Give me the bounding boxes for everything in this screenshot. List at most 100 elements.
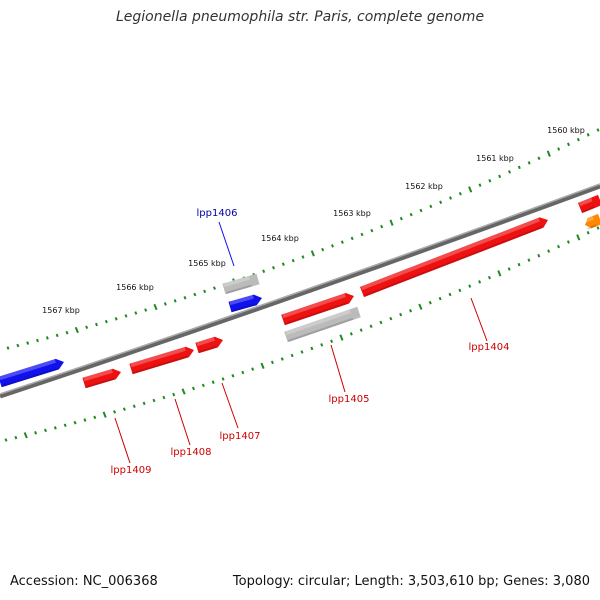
accession-label: Accession: NC_006368 xyxy=(10,574,158,589)
minor-tick xyxy=(213,286,216,290)
minor-tick xyxy=(211,380,215,384)
major-tick xyxy=(389,219,394,226)
minor-tick xyxy=(65,330,69,335)
minor-tick xyxy=(300,350,304,354)
genome-backbone xyxy=(0,183,600,399)
major-tick xyxy=(260,362,265,369)
gene-label-lpp1406: lpp1406 xyxy=(197,208,238,219)
minor-tick xyxy=(53,426,57,430)
minor-tick xyxy=(498,174,502,179)
gene-label-lpp1408: lpp1408 xyxy=(171,447,212,458)
leader-line xyxy=(218,221,235,267)
minor-tick xyxy=(487,275,491,280)
minor-tick xyxy=(114,317,118,321)
minor-tick xyxy=(380,224,384,229)
minor-tick xyxy=(95,322,98,327)
minor-tick xyxy=(596,128,600,132)
minor-tick xyxy=(16,343,20,348)
minor-tick xyxy=(163,302,167,306)
minor-tick xyxy=(34,431,38,435)
minor-tick xyxy=(73,420,77,425)
minor-tick xyxy=(262,269,266,273)
minor-tick xyxy=(201,383,205,388)
major-tick xyxy=(181,388,186,395)
minor-tick xyxy=(547,249,551,253)
minor-tick xyxy=(557,147,561,151)
minor-tick xyxy=(134,311,138,315)
gene-pseudo-upper xyxy=(222,273,260,295)
gene-reverse-left xyxy=(0,358,64,388)
gene-forward-feature xyxy=(281,293,354,326)
minor-tick xyxy=(557,244,561,249)
scale-label: 1566 kbp xyxy=(116,283,154,292)
leader-line xyxy=(221,382,239,429)
minor-tick xyxy=(488,178,492,183)
minor-tick xyxy=(360,232,364,237)
gene-lpp1406 xyxy=(228,294,262,313)
minor-tick xyxy=(517,262,521,267)
minor-tick xyxy=(340,240,344,244)
minor-tick xyxy=(26,341,30,345)
minor-tick xyxy=(517,165,521,170)
minor-tick xyxy=(478,183,482,187)
scale-labels: 1560 kbp 1561 kbp 1562 kbp 1563 kbp 1564 kbp… xyxy=(42,126,585,315)
minor-tick xyxy=(320,343,324,347)
minor-tick xyxy=(409,308,413,313)
major-tick xyxy=(497,270,502,277)
leader-line xyxy=(174,398,191,446)
genome-title: Legionella pneumophila str. Paris, compl… xyxy=(115,9,485,25)
minor-tick xyxy=(4,438,8,442)
minor-tick xyxy=(290,353,294,358)
gene-lpp1405 xyxy=(284,306,361,343)
major-tick xyxy=(74,326,79,334)
scale-label: 1561 kbp xyxy=(476,154,514,163)
minor-tick xyxy=(14,435,18,440)
minor-tick xyxy=(429,204,433,209)
minor-tick xyxy=(122,407,126,411)
minor-tick xyxy=(321,247,325,252)
minor-tick xyxy=(251,367,255,371)
minor-tick xyxy=(439,200,443,204)
major-tick xyxy=(468,186,473,193)
minor-tick xyxy=(281,262,285,266)
minor-tick xyxy=(379,320,383,325)
genome-summary: Topology: circular; Length: 3,503,610 bp… xyxy=(232,574,590,589)
scale-label: 1565 kbp xyxy=(188,259,226,268)
outer-scale-ticks xyxy=(6,128,600,350)
inner-scale-ticks xyxy=(4,226,600,442)
minor-tick xyxy=(458,191,462,196)
minor-tick xyxy=(104,319,108,324)
minor-tick xyxy=(537,253,541,258)
major-tick xyxy=(576,234,581,241)
leader-line xyxy=(330,344,346,393)
minor-tick xyxy=(576,137,580,142)
minor-tick xyxy=(113,410,117,414)
minor-tick xyxy=(596,226,600,230)
minor-tick xyxy=(124,314,128,318)
gene-lpp1409 xyxy=(82,368,121,389)
minor-tick xyxy=(162,395,166,400)
minor-tick xyxy=(36,338,39,343)
minor-tick xyxy=(270,360,274,365)
genome-backbone-highlight xyxy=(0,183,600,395)
major-tick xyxy=(23,432,28,439)
minor-tick xyxy=(438,296,442,301)
minor-tick xyxy=(508,170,511,174)
gene-lpp1407 xyxy=(195,336,224,354)
minor-tick xyxy=(172,392,176,397)
leader-line xyxy=(114,417,131,464)
gene-lpp1404 xyxy=(360,217,549,298)
minor-tick xyxy=(527,161,531,165)
feature-edge-other xyxy=(583,213,600,230)
minor-tick xyxy=(586,133,590,137)
minor-tick xyxy=(144,308,148,312)
major-tick xyxy=(102,411,107,418)
minor-tick xyxy=(370,228,374,233)
gene-label-lpp1405: lpp1405 xyxy=(329,394,370,405)
minor-tick xyxy=(152,398,156,403)
minor-tick xyxy=(428,300,432,305)
minor-tick xyxy=(507,267,511,271)
major-tick xyxy=(418,303,423,310)
minor-tick xyxy=(419,208,423,213)
